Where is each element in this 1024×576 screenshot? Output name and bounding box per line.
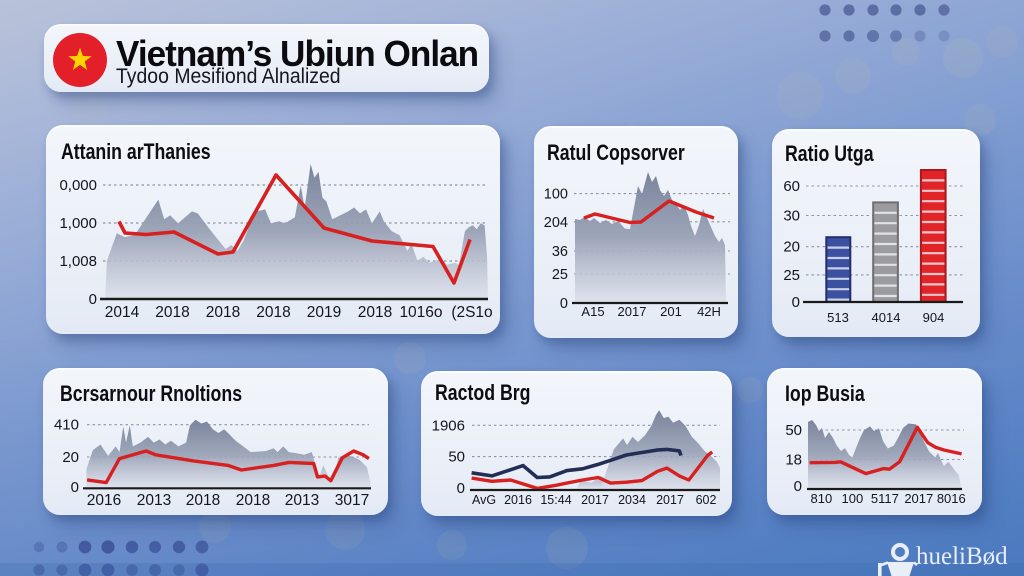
- svg-text:2016: 2016: [87, 492, 121, 509]
- svg-text:513: 513: [827, 310, 849, 325]
- svg-text:20: 20: [783, 239, 800, 256]
- svg-text:1016o: 1016o: [399, 304, 442, 321]
- svg-text:25: 25: [783, 267, 800, 284]
- svg-text:0: 0: [457, 480, 465, 497]
- svg-text:602: 602: [696, 493, 717, 507]
- svg-text:0: 0: [792, 294, 800, 311]
- svg-text:60: 60: [783, 178, 800, 195]
- svg-text:36: 36: [552, 244, 568, 260]
- svg-text:410: 410: [54, 417, 79, 434]
- svg-text:A15: A15: [581, 304, 604, 319]
- svg-text:100: 100: [544, 187, 568, 203]
- svg-text:810: 810: [811, 491, 833, 506]
- svg-text:2017: 2017: [618, 304, 647, 319]
- svg-text:4014: 4014: [872, 310, 901, 325]
- svg-text:2016: 2016: [504, 493, 532, 507]
- svg-text:25: 25: [552, 267, 568, 283]
- svg-text:204: 204: [544, 215, 568, 231]
- svg-text:0: 0: [89, 291, 97, 308]
- svg-text:AvG: AvG: [472, 493, 496, 507]
- svg-text:30: 30: [783, 208, 800, 225]
- svg-text:15:44: 15:44: [540, 493, 571, 507]
- svg-text:(2S1o: (2S1o: [451, 304, 492, 321]
- svg-text:2018: 2018: [206, 304, 240, 321]
- svg-text:2017: 2017: [656, 493, 684, 507]
- svg-text:2018: 2018: [186, 492, 220, 509]
- svg-text:50: 50: [785, 422, 802, 439]
- svg-text:2018: 2018: [358, 304, 392, 321]
- svg-text:2013: 2013: [285, 492, 319, 509]
- svg-text:201: 201: [660, 304, 682, 319]
- svg-text:0: 0: [560, 296, 568, 312]
- svg-text:3017: 3017: [335, 492, 369, 509]
- svg-text:904: 904: [923, 310, 945, 325]
- svg-text:100: 100: [842, 491, 864, 506]
- svg-text:0,000: 0,000: [59, 177, 97, 194]
- svg-text:2034: 2034: [618, 493, 646, 507]
- svg-text:1,000: 1,000: [59, 215, 97, 232]
- svg-text:18: 18: [785, 452, 802, 469]
- svg-text:20: 20: [62, 449, 79, 466]
- svg-text:2018: 2018: [155, 304, 189, 321]
- svg-text:1906: 1906: [432, 417, 465, 434]
- svg-text:50: 50: [448, 449, 465, 466]
- svg-text:2018: 2018: [236, 492, 270, 509]
- svg-text:2017: 2017: [904, 491, 933, 506]
- svg-text:8016: 8016: [937, 491, 966, 506]
- svg-text:5117: 5117: [871, 491, 899, 506]
- svg-text:2019: 2019: [307, 304, 341, 321]
- svg-text:0: 0: [71, 479, 79, 496]
- svg-text:0: 0: [794, 478, 802, 495]
- svg-text:1,008: 1,008: [59, 253, 97, 270]
- svg-text:2013: 2013: [137, 492, 171, 509]
- svg-text:42H: 42H: [697, 304, 721, 319]
- svg-text:2018: 2018: [256, 304, 290, 321]
- svg-text:2017: 2017: [581, 493, 609, 507]
- svg-text:2014: 2014: [105, 304, 140, 321]
